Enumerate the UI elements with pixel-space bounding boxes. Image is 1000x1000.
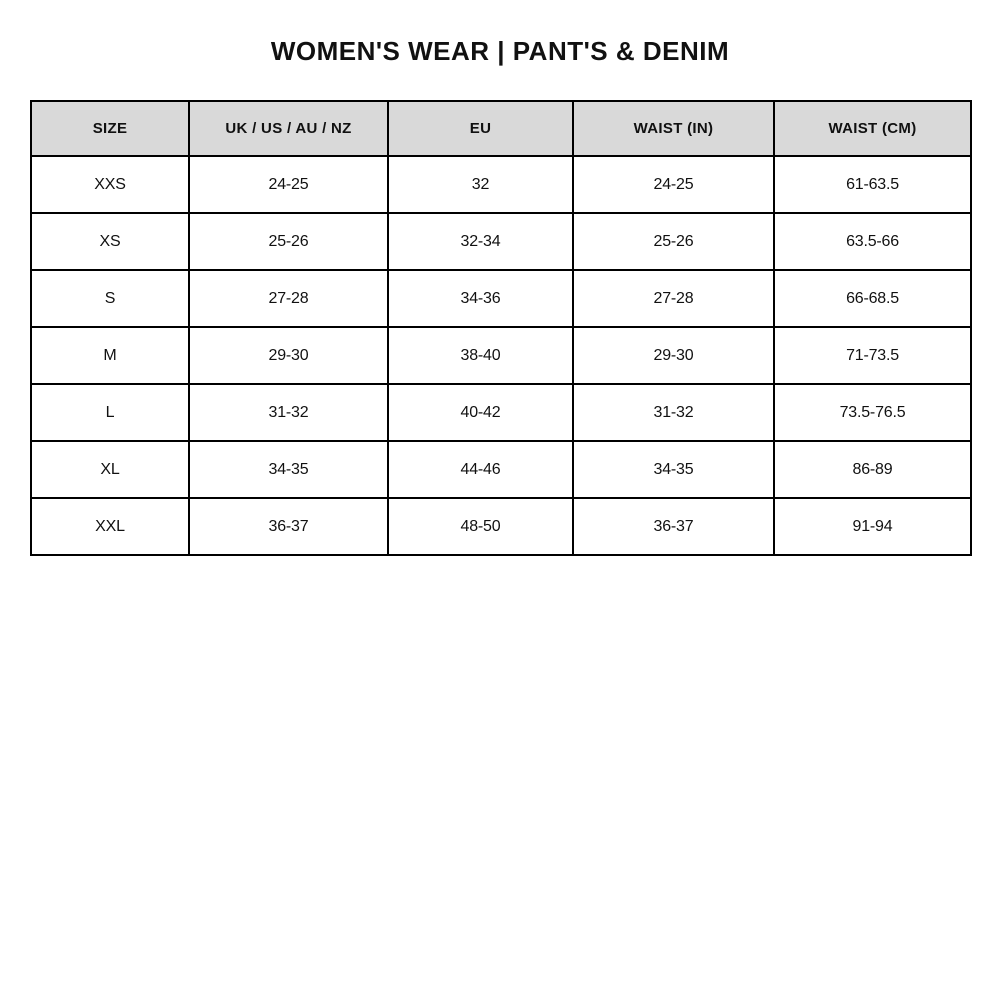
table-row-xxs: XXS 24-25 32 24-25 61-63.5 [30, 155, 972, 214]
cell-size: L [30, 383, 190, 442]
cell-waist-in: 24-25 [572, 155, 775, 214]
cell-size: XL [30, 440, 190, 499]
cell-waist-cm: 86-89 [773, 440, 972, 499]
table-row-m: M 29-30 38-40 29-30 71-73.5 [30, 326, 972, 385]
header-cell-uk-us-au-nz: UK / US / AU / NZ [188, 100, 389, 157]
cell-eu: 40-42 [387, 383, 574, 442]
cell-eu: 48-50 [387, 497, 574, 556]
cell-waist-cm: 61-63.5 [773, 155, 972, 214]
table-header-row: SIZE UK / US / AU / NZ EU WAIST (IN) WAI… [30, 100, 972, 157]
cell-size: XS [30, 212, 190, 271]
cell-eu: 32-34 [387, 212, 574, 271]
cell-waist-cm: 91-94 [773, 497, 972, 556]
table-row-xs: XS 25-26 32-34 25-26 63.5-66 [30, 212, 972, 271]
cell-uk: 24-25 [188, 155, 389, 214]
table-row-s: S 27-28 34-36 27-28 66-68.5 [30, 269, 972, 328]
cell-waist-in: 25-26 [572, 212, 775, 271]
size-chart-table: SIZE UK / US / AU / NZ EU WAIST (IN) WAI… [30, 100, 972, 556]
cell-eu: 38-40 [387, 326, 574, 385]
cell-waist-cm: 63.5-66 [773, 212, 972, 271]
header-cell-waist-in: WAIST (IN) [572, 100, 775, 157]
cell-waist-in: 29-30 [572, 326, 775, 385]
cell-waist-cm: 66-68.5 [773, 269, 972, 328]
cell-waist-cm: 71-73.5 [773, 326, 972, 385]
cell-waist-in: 34-35 [572, 440, 775, 499]
cell-eu: 44-46 [387, 440, 574, 499]
page-title: WOMEN'S WEAR | PANT'S & DENIM [270, 36, 730, 66]
header-cell-size: SIZE [30, 100, 190, 157]
cell-uk: 27-28 [188, 269, 389, 328]
cell-eu: 34-36 [387, 269, 574, 328]
table-row-xxl: XXL 36-37 48-50 36-37 91-94 [30, 497, 972, 556]
cell-waist-in: 31-32 [572, 383, 775, 442]
table-row-xl: XL 34-35 44-46 34-35 86-89 [30, 440, 972, 499]
cell-uk: 36-37 [188, 497, 389, 556]
cell-eu: 32 [387, 155, 574, 214]
cell-size: S [30, 269, 190, 328]
cell-uk: 31-32 [188, 383, 389, 442]
cell-waist-cm: 73.5-76.5 [773, 383, 972, 442]
cell-uk: 25-26 [188, 212, 389, 271]
cell-waist-in: 36-37 [572, 497, 775, 556]
cell-waist-in: 27-28 [572, 269, 775, 328]
cell-size: M [30, 326, 190, 385]
cell-size: XXL [30, 497, 190, 556]
table-row-l: L 31-32 40-42 31-32 73.5-76.5 [30, 383, 972, 442]
header-cell-eu: EU [387, 100, 574, 157]
header-cell-waist-cm: WAIST (CM) [773, 100, 972, 157]
cell-uk: 34-35 [188, 440, 389, 499]
cell-uk: 29-30 [188, 326, 389, 385]
cell-size: XXS [30, 155, 190, 214]
